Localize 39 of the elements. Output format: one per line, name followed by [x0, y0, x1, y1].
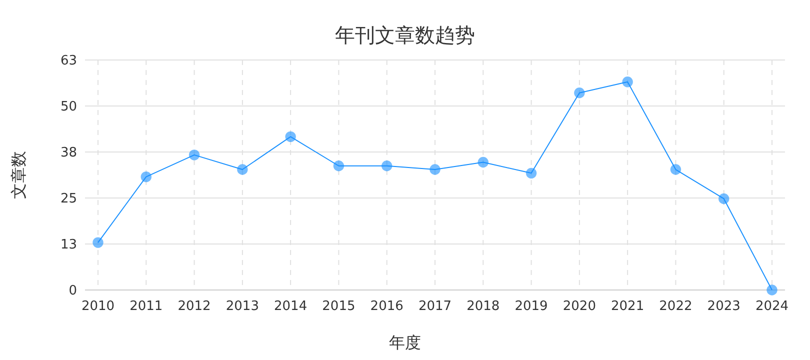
y-tick-label: 13: [60, 238, 77, 253]
point: [92, 237, 104, 248]
point: [670, 164, 682, 175]
point: [188, 150, 200, 160]
x-tick-label: 2017: [418, 299, 452, 314]
x-tick-label: 2013: [226, 299, 259, 314]
x-tick-label: 2011: [130, 299, 163, 314]
point: [718, 193, 730, 204]
point: [430, 164, 440, 175]
x-axis-title: 年度: [389, 333, 421, 352]
x-tick-label: 2012: [178, 299, 211, 314]
point: [333, 160, 344, 172]
point: [526, 168, 537, 179]
point: [574, 88, 585, 98]
point: [237, 164, 248, 175]
point: [382, 160, 392, 172]
point: [766, 284, 778, 296]
x-tick-label: 2024: [755, 299, 789, 314]
x-tick-label: 2019: [514, 299, 548, 314]
x-tick-label: 2022: [659, 299, 692, 314]
x-tick-label: 2014: [274, 299, 308, 314]
x-tick-label: 2023: [707, 299, 740, 314]
point: [622, 76, 633, 88]
point: [285, 131, 296, 142]
point: [140, 171, 152, 182]
x-tick-label: 2015: [322, 299, 356, 314]
y-axis-title: 文章数: [9, 151, 28, 199]
chart-title: 年刊文章数趋势: [335, 23, 475, 47]
x-tick-label: 2010: [81, 299, 115, 314]
y-tick-label: 38: [60, 146, 77, 161]
x-tick-label: 2016: [370, 299, 404, 314]
y-tick-label: 25: [60, 192, 77, 207]
y-tick-label: 63: [60, 54, 77, 69]
x-tick-label: 2018: [466, 299, 500, 314]
x-tick-label: 2020: [562, 299, 596, 314]
y-tick-label: 50: [60, 100, 77, 115]
point: [478, 156, 488, 168]
y-tick-label: 0: [68, 284, 77, 299]
x-tick-label: 2021: [611, 299, 644, 314]
